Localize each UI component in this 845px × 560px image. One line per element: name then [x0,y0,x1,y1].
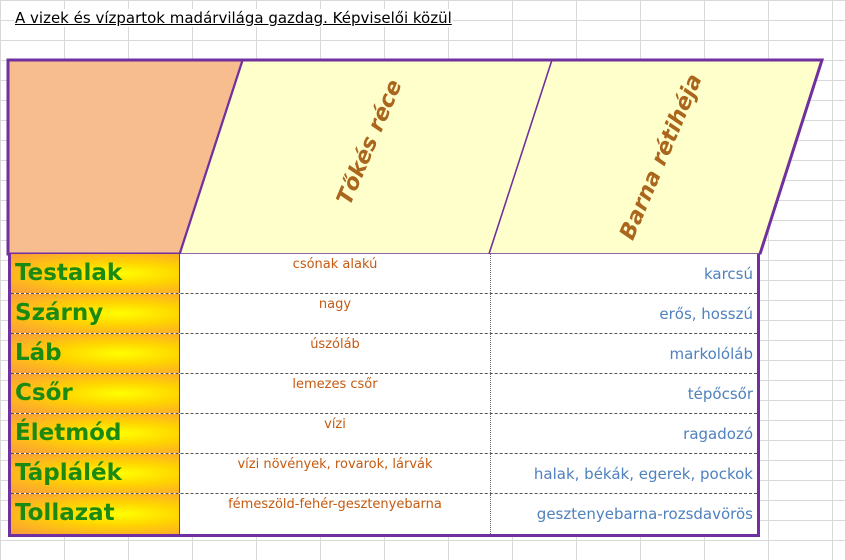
barna-value: karcsú [703,265,753,283]
barna-value: halak, békák, egerek, pockok [533,465,753,483]
tokes-value: vízi [324,417,346,432]
page-title: A vizek és vízpartok madárvilága gazdag.… [14,9,453,27]
tokes-value: vízi növények, rovarok, lárvák [237,457,433,472]
row-label-cell: Csőr [11,374,180,413]
row-label-cell: Testalak [11,254,180,293]
tokes-value: lemezes csőr [292,377,378,392]
row-label: Csőr [15,380,73,406]
barna-value: tépőcsőr [687,385,753,403]
tokes-value: fémeszöld-fehér-gesztenyebarna [228,497,442,512]
tokes-cell: nagy [180,294,491,333]
row-label: Tollazat [15,500,115,526]
row-label-cell: Láb [11,334,180,373]
row-label: Életmód [15,420,122,446]
row-label: Láb [15,340,62,366]
barna-value: erős, hosszú [659,305,753,323]
tokes-cell: fémeszöld-fehér-gesztenyebarna [180,494,491,534]
row-label-cell: Szárny [11,294,180,333]
table-row: Csőr lemezes csőr tépőcsőr [11,374,757,414]
row-label-cell: Életmód [11,414,180,453]
table-row: Láb úszóláb markolóláb [11,334,757,374]
barna-value: markolóláb [669,345,753,363]
tokes-cell: úszóláb [180,334,491,373]
table-row: Testalak csónak alakú karcsú [11,254,757,294]
tokes-value: nagy [318,297,352,312]
table-row: Táplálék vízi növények, rovarok, lárvák … [11,454,757,494]
table-row: Tollazat fémeszöld-fehér-gesztenyebarna … [11,494,757,534]
row-label-cell: Táplálék [11,454,180,493]
row-label-cell: Tollazat [11,494,180,534]
tokes-cell: vízi [180,414,491,453]
comparison-table: Testalak csónak alakú karcsú Szárny nagy… [8,254,760,537]
table-row: Szárny nagy erős, hosszú [11,294,757,334]
barna-value: gesztenyebarna-rozsdavörös [536,505,753,523]
barna-value: ragadozó [683,425,753,443]
tokes-cell: lemezes csőr [180,374,491,413]
tokes-value: úszóláb [310,337,360,352]
row-label: Szárny [15,300,104,326]
tokes-cell: csónak alakú [180,254,491,293]
table-row: Életmód vízi ragadozó [11,414,757,454]
row-label: Táplálék [15,460,122,486]
tokes-value: csónak alakú [292,257,378,272]
table-header-graphic [6,58,825,256]
row-label: Testalak [15,260,123,286]
tokes-cell: vízi növények, rovarok, lárvák [180,454,491,493]
